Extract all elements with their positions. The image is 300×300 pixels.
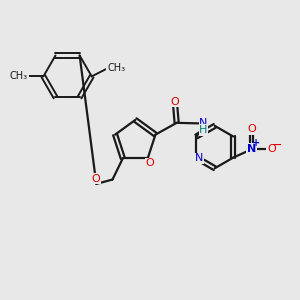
Text: H: H [199, 125, 208, 135]
Text: −: − [272, 140, 282, 152]
Text: CH₃: CH₃ [107, 63, 125, 73]
Text: O: O [92, 174, 100, 184]
Text: N: N [199, 118, 208, 128]
Text: O: O [247, 124, 256, 134]
Text: O: O [171, 97, 179, 106]
Text: CH₃: CH₃ [10, 71, 28, 81]
Text: N: N [195, 153, 203, 163]
Text: N: N [247, 143, 256, 154]
Text: O: O [267, 144, 276, 154]
Text: O: O [146, 158, 154, 168]
Text: +: + [252, 138, 260, 148]
